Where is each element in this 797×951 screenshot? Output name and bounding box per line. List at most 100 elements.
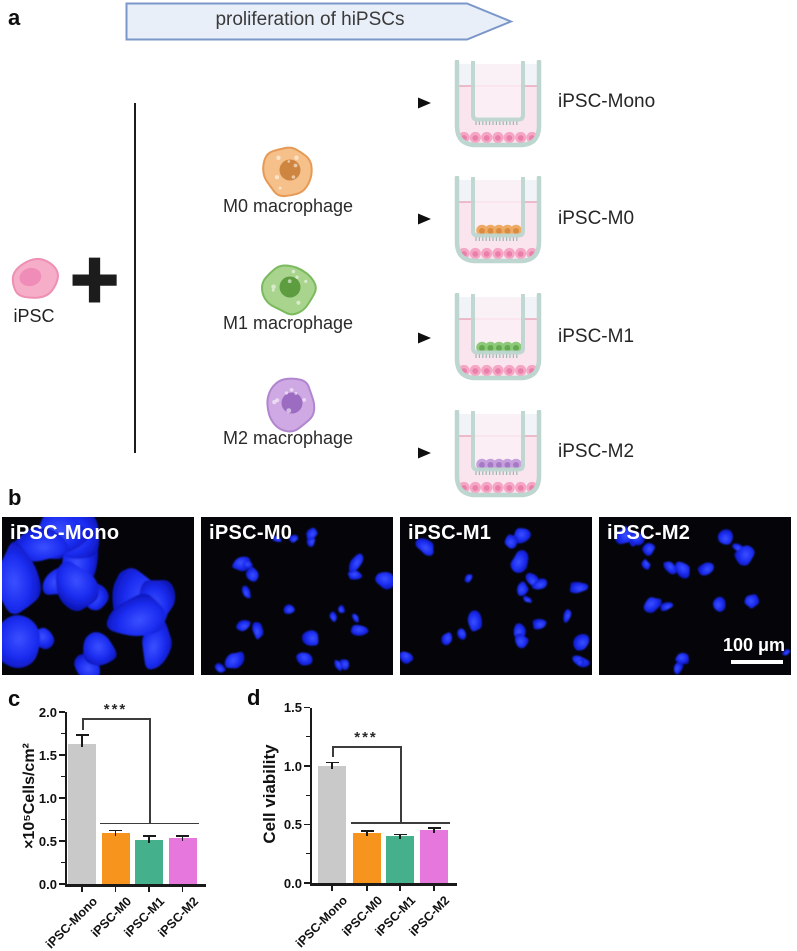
transwell-ipsc-m2-icon bbox=[453, 409, 543, 498]
transwell-ipsc-mono-icon bbox=[453, 59, 543, 148]
result-label-ipsc-mono: iPSC-Mono bbox=[558, 91, 656, 112]
panel-a: a proliferation of hiPSCs iPSC + M0 macr… bbox=[6, 2, 656, 498]
nuclei-image-svg bbox=[614, 525, 791, 675]
panel-c-label: c bbox=[8, 686, 21, 711]
y-minor-tick bbox=[61, 732, 65, 735]
transwell-ipsc-m0-icon bbox=[453, 175, 543, 264]
plus-icon: + bbox=[69, 232, 120, 326]
chart-cell-viability: 0.0 0.5 1.0 1.5 Cell viability iPSC-Mono iPSC-… bbox=[245, 690, 495, 950]
y-minor-tick bbox=[61, 775, 65, 778]
y-major-tick bbox=[59, 711, 65, 713]
y-tick-label: 0.5 bbox=[38, 833, 57, 849]
y-tick-label: 1.0 bbox=[283, 758, 302, 774]
x-category-label: iPSC-Mono bbox=[293, 893, 351, 951]
y-minor-tick bbox=[61, 861, 65, 864]
bar-ipsc-mono bbox=[318, 766, 346, 883]
bar-ipsc-m0 bbox=[101, 833, 130, 884]
error-bar-cap bbox=[325, 761, 339, 764]
banner-label: proliferation of hiPSCs bbox=[215, 9, 405, 30]
micrograph-ipsc-m0: iPSC-M0 bbox=[201, 517, 393, 675]
error-bar-line bbox=[114, 830, 117, 837]
scale-bar-label: 100 μm bbox=[722, 635, 785, 655]
nuclei-image-svg bbox=[214, 527, 393, 673]
x-tick bbox=[81, 886, 83, 892]
ipsc-cell-icon bbox=[6, 252, 64, 306]
y-major-tick bbox=[59, 883, 65, 885]
error-bar-cap bbox=[142, 835, 156, 838]
y-minor-tick bbox=[306, 736, 310, 738]
panel-b: b iPSC-Mono iPSC-M0 iPSC-M1 iPSC bbox=[0, 480, 797, 680]
ipsc-label: iPSC bbox=[13, 306, 55, 326]
banner-arrow-shape bbox=[125, 2, 514, 41]
micrograph-label: iPSC-M0 bbox=[209, 522, 293, 544]
error-bar-cap bbox=[360, 830, 374, 833]
transwell-svg bbox=[454, 59, 542, 148]
branch-arrows bbox=[134, 97, 431, 459]
x-tick bbox=[433, 885, 435, 891]
bar-ipsc-m1 bbox=[135, 840, 163, 884]
panel-b-label: b bbox=[8, 485, 22, 510]
y-tick-label: 0.0 bbox=[38, 876, 57, 892]
micrograph-label: iPSC-Mono bbox=[10, 522, 120, 544]
macrophage-svg bbox=[261, 264, 317, 316]
x-tick bbox=[148, 886, 150, 892]
micrograph-ipsc-m1: iPSC-M1 bbox=[400, 517, 592, 675]
x-axis bbox=[310, 883, 457, 886]
bar-ipsc-mono bbox=[68, 743, 96, 884]
panel-d-label: d bbox=[247, 685, 261, 710]
chart-cell-density: 0.0 0.5 1.0 1.5 2.0 ×10⁵Cells/cm² iPSC-Mono iPS… bbox=[0, 690, 250, 951]
micrograph-label: iPSC-M1 bbox=[408, 522, 492, 544]
bar-ipsc-m2 bbox=[420, 830, 448, 883]
macrophage-svg bbox=[266, 377, 316, 433]
bar-ipsc-m1 bbox=[386, 836, 414, 883]
y-major-tick bbox=[304, 882, 310, 884]
error-bar-line bbox=[399, 834, 401, 840]
transwell-ipsc-m1-icon bbox=[453, 292, 543, 381]
sig-group-line bbox=[351, 822, 450, 824]
x-tick bbox=[366, 885, 368, 891]
m1-macrophage-label: M1 macrophage bbox=[222, 313, 354, 333]
error-bar-cap bbox=[109, 829, 122, 832]
transwell-svg bbox=[454, 409, 542, 498]
error-bar-cap bbox=[393, 833, 407, 836]
x-tick bbox=[331, 885, 333, 891]
x-tick bbox=[181, 886, 184, 892]
y-axis-label: ×10⁵Cells/cm² bbox=[21, 743, 38, 849]
y-axis bbox=[310, 707, 312, 885]
y-major-tick bbox=[304, 706, 310, 709]
micrograph-ipsc-m2: iPSC-M2 100 μm bbox=[599, 517, 791, 675]
ipsc-cell-svg bbox=[11, 257, 59, 299]
error-bar-cap bbox=[75, 734, 89, 736]
micrograph-label: iPSC-M2 bbox=[607, 522, 691, 544]
y-major-tick bbox=[304, 765, 310, 767]
error-bar-line bbox=[181, 835, 184, 842]
error-bar-line bbox=[433, 828, 435, 834]
micrograph-ipsc-mono: iPSC-Mono bbox=[2, 517, 194, 675]
nuclei-image-svg bbox=[400, 528, 590, 668]
y-major-tick bbox=[59, 797, 65, 799]
scale-bar bbox=[731, 660, 783, 664]
panel-a-label: a bbox=[8, 5, 21, 30]
y-tick-label: 1.0 bbox=[38, 790, 57, 806]
y-minor-tick bbox=[61, 818, 65, 821]
transwell-svg bbox=[454, 292, 542, 381]
m0-macrophage-icon bbox=[250, 133, 326, 209]
m1-macrophage-icon bbox=[250, 250, 326, 326]
y-tick-label: 2.0 bbox=[38, 704, 57, 720]
proliferation-banner bbox=[125, 2, 514, 41]
error-bar-cap bbox=[176, 835, 189, 837]
macrophage-svg bbox=[262, 146, 313, 198]
y-tick-label: 1.5 bbox=[283, 700, 302, 715]
sig-bracket-drop bbox=[400, 746, 402, 823]
m2-macrophage-icon bbox=[252, 366, 328, 442]
sig-group-line bbox=[99, 822, 199, 825]
result-label-ipsc-m2: iPSC-M2 bbox=[558, 441, 635, 462]
m2-macrophage-label: M2 macrophage bbox=[222, 428, 354, 448]
y-axis-label: Cell viability bbox=[260, 744, 279, 844]
error-bar-line bbox=[81, 735, 83, 747]
y-tick-label: 1.5 bbox=[38, 747, 57, 763]
y-minor-tick bbox=[306, 794, 310, 796]
bar-ipsc-m2 bbox=[168, 838, 197, 884]
error-bar-line bbox=[148, 836, 150, 844]
